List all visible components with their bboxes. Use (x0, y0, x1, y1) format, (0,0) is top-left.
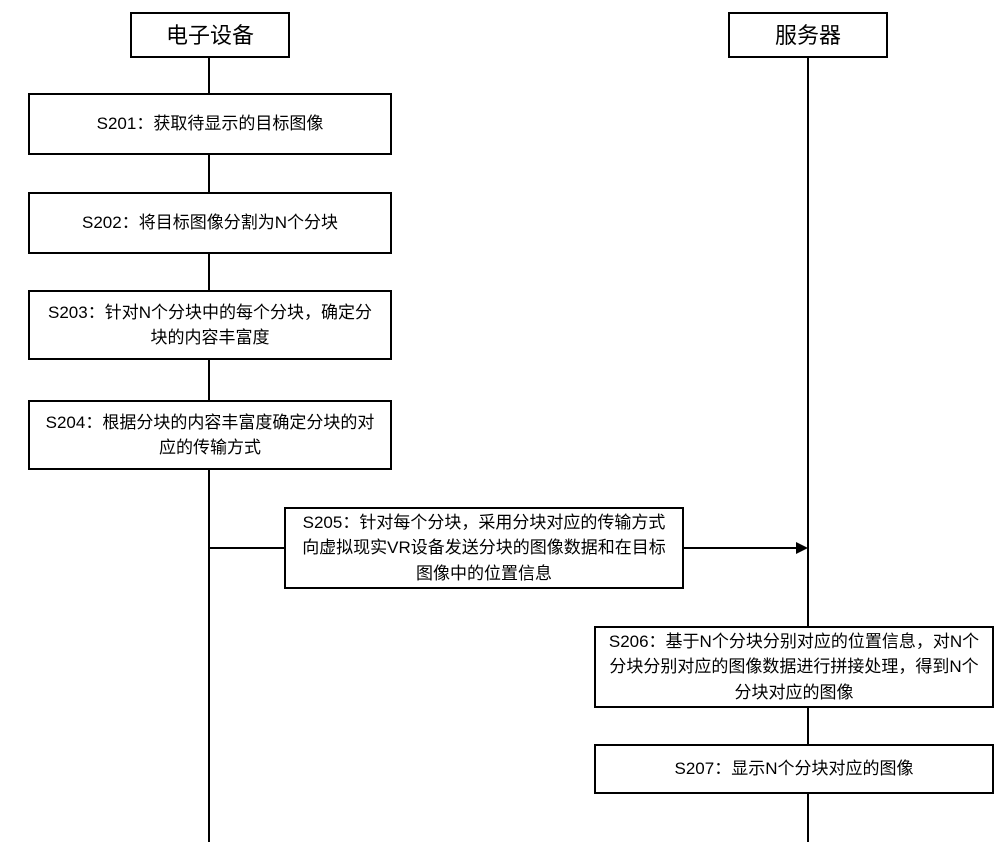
header-right: 服务器 (728, 12, 888, 58)
step-s204: S204：根据分块的内容丰富度确定分块的对应的传输方式 (28, 400, 392, 470)
step-s202: S202：将目标图像分割为N个分块 (28, 192, 392, 254)
step-s205: S205：针对每个分块，采用分块对应的传输方式向虚拟现实VR设备发送分块的图像数… (284, 507, 684, 589)
step-s207: S207：显示N个分块对应的图像 (594, 744, 994, 794)
arrow-s205-head (796, 542, 808, 554)
step-s203: S203：针对N个分块中的每个分块，确定分块的内容丰富度 (28, 290, 392, 360)
arrow-s205-line-right (684, 547, 798, 549)
step-s206: S206：基于N个分块分别对应的位置信息，对N个分块分别对应的图像数据进行拼接处… (594, 626, 994, 708)
arrow-s205-line-left (209, 547, 284, 549)
header-left: 电子设备 (130, 12, 290, 58)
step-s201: S201：获取待显示的目标图像 (28, 93, 392, 155)
lifeline-right (807, 58, 809, 842)
